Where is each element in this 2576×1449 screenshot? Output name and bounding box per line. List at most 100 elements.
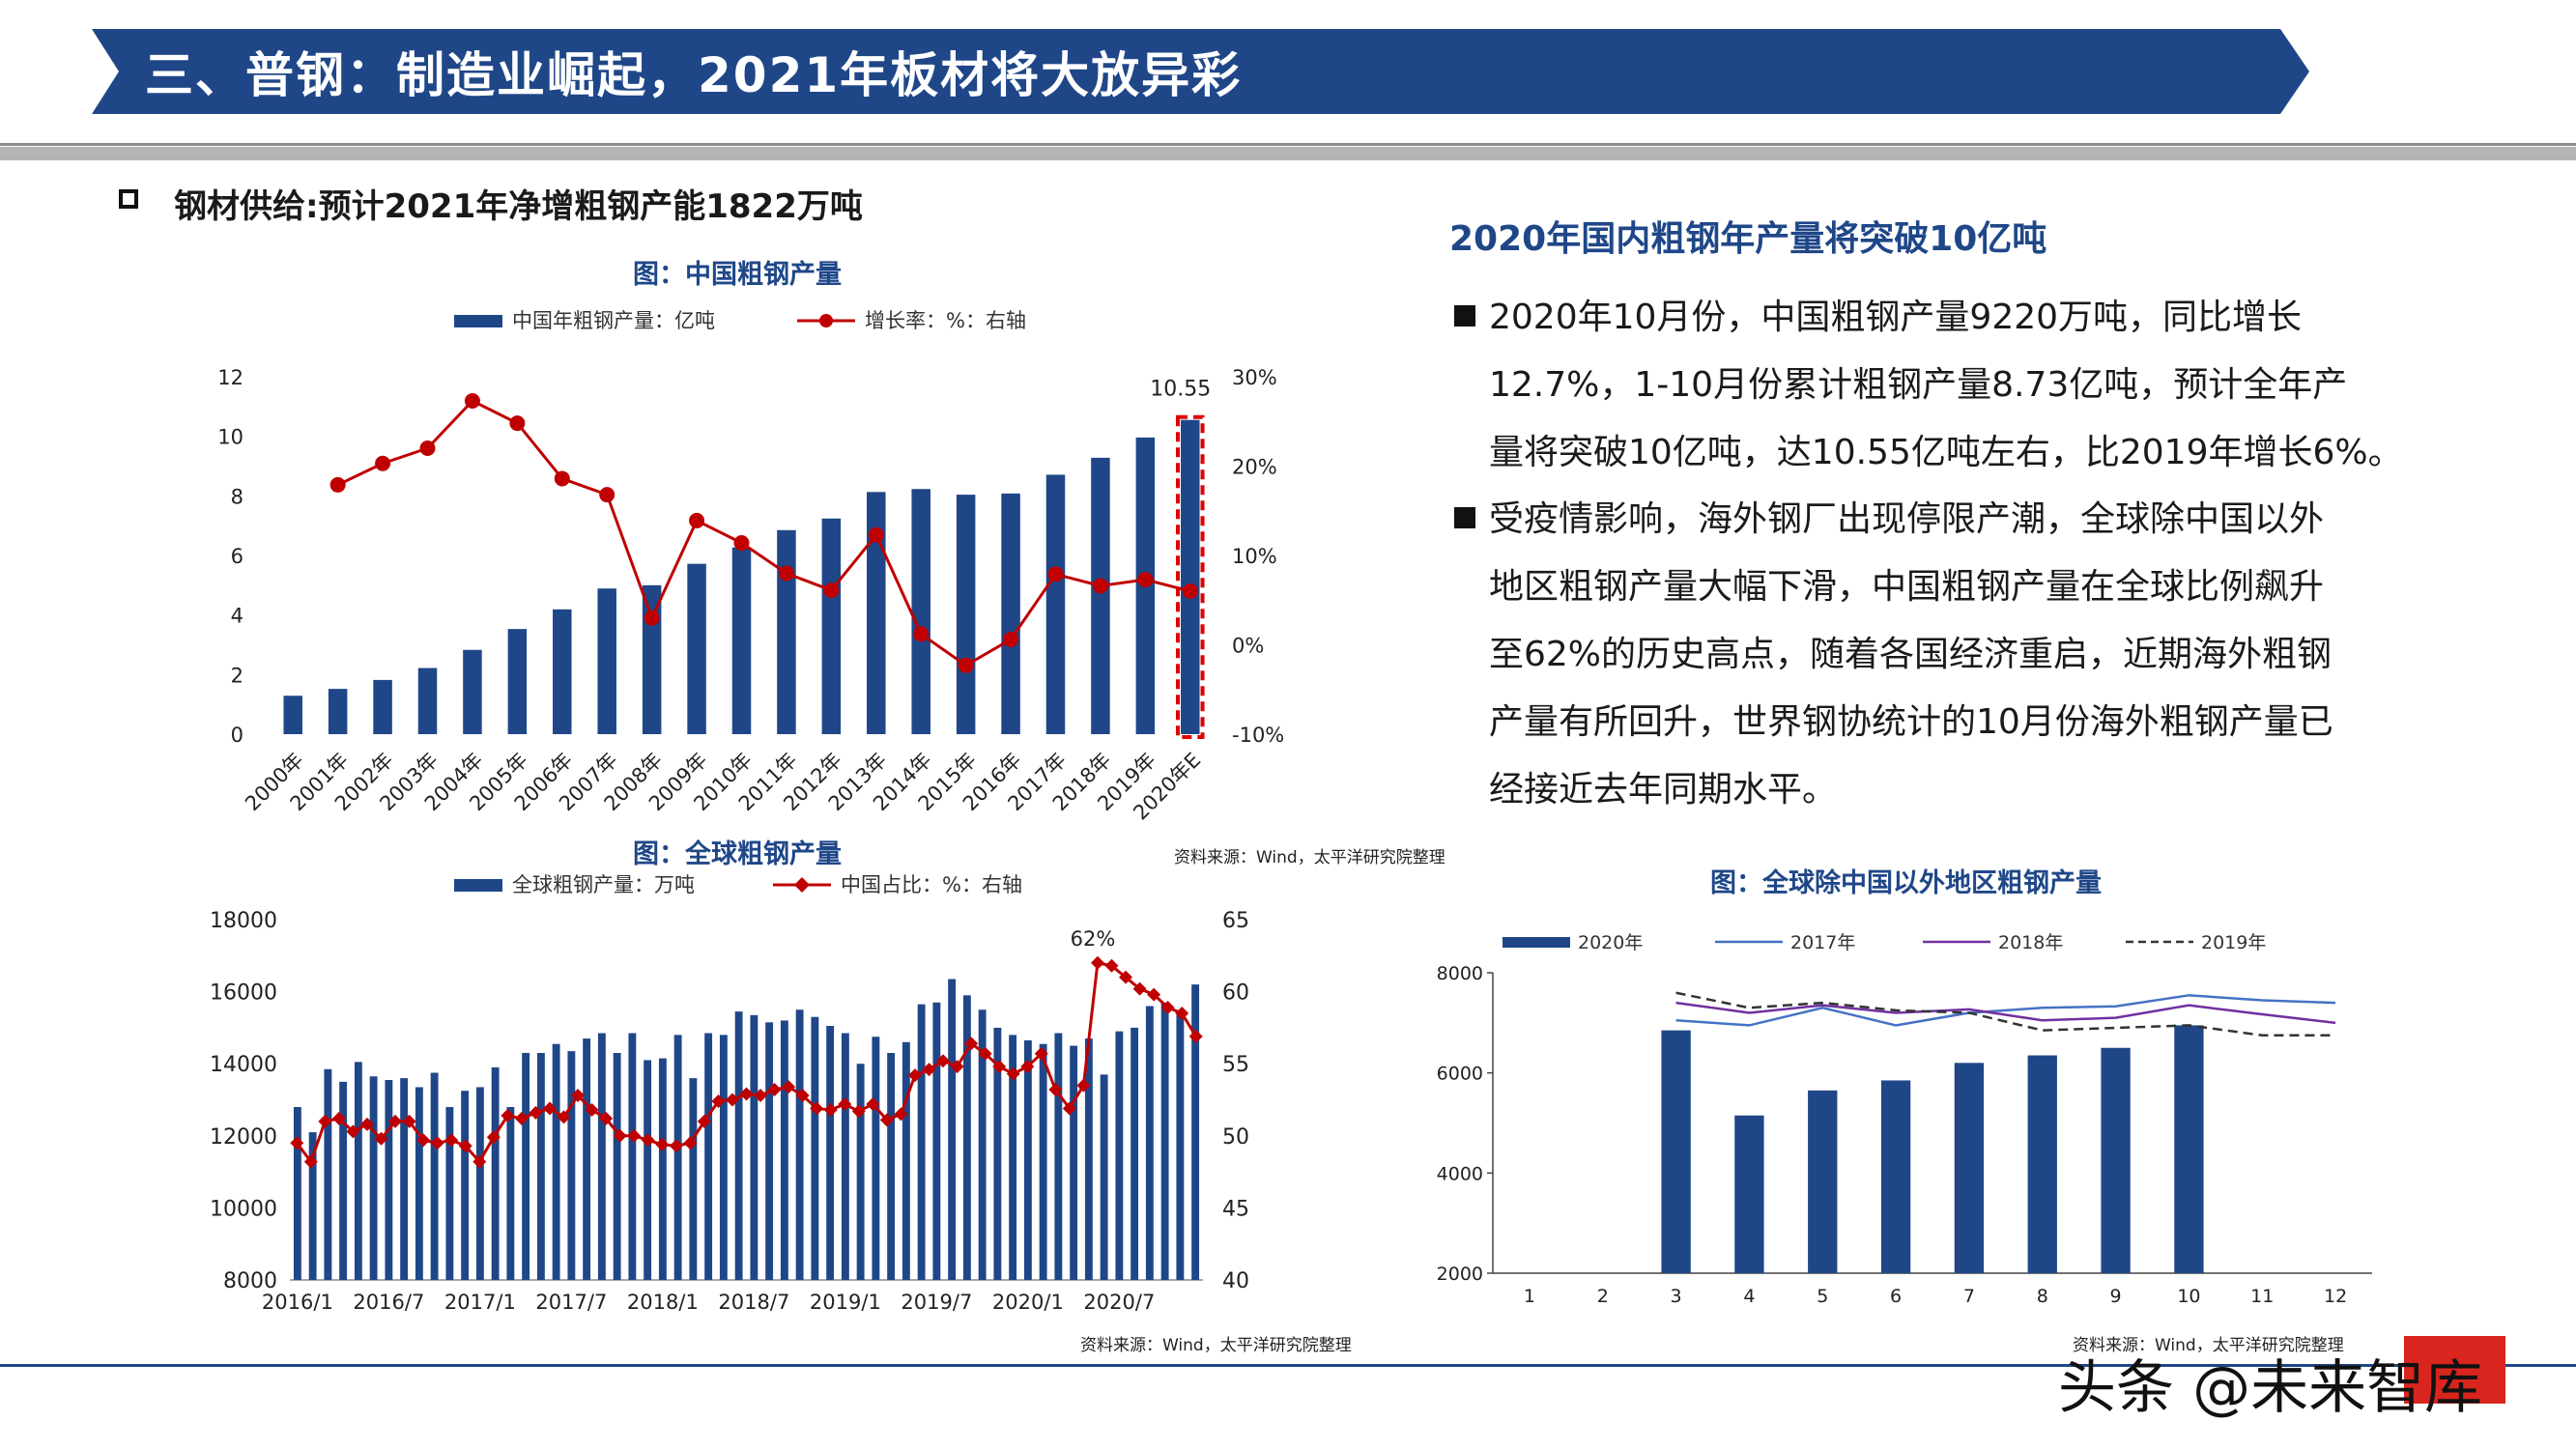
chart2-source: 资料来源：Wind，太平洋研究院整理: [1080, 1336, 1352, 1355]
bar: [293, 1106, 301, 1280]
x-tick: 2018/1: [627, 1291, 699, 1314]
bar: [1191, 984, 1200, 1280]
y-tick-left: 12000: [210, 1125, 277, 1150]
bar: [1001, 493, 1020, 734]
chart1-china-crude-steel: 中国年粗钢产量：亿吨 增长率：%：右轴 0 2 4 6 8 10 12 -10% 0% 10% 20% 3…: [217, 309, 1284, 825]
growth-point: [554, 470, 570, 487]
legend-label: 2020年: [1578, 932, 1643, 953]
y-tick-right: 50: [1222, 1125, 1249, 1150]
share-point: [922, 1063, 936, 1077]
bar: [430, 1072, 439, 1280]
paragraph-2: 受疫情影响，海外钢厂出现停限产潮，全球除中国以外 地区粗钢产量大幅下滑，中国粗钢…: [1454, 486, 2420, 824]
bar: [962, 995, 971, 1280]
bar: [1045, 474, 1066, 734]
share-point: [641, 1133, 655, 1148]
y-tick-left: 16000: [210, 981, 277, 1006]
growth-point: [1003, 631, 1019, 647]
y-tick-right: 0%: [1232, 635, 1264, 658]
y-tick-left: 10: [217, 426, 243, 449]
share-point: [486, 1130, 501, 1145]
chart1-title: 图：中国粗钢产量: [633, 260, 842, 290]
share-point: [754, 1089, 768, 1103]
y-tick-right: -10%: [1232, 724, 1284, 747]
growth-point: [958, 657, 974, 673]
paragraph-2-line: 受疫情影响，海外钢厂出现停限产潮，全球除中国以外: [1489, 499, 2325, 539]
legend-swatch-bar: [454, 315, 502, 327]
bar: [734, 1011, 743, 1280]
bar: [948, 979, 957, 1280]
bar: [628, 1033, 637, 1280]
share-point: [978, 1046, 992, 1061]
share-point: [992, 1060, 1007, 1074]
paragraph-1-line: 2020年10月份，中国粗钢产量9220万吨，同比增长: [1489, 298, 2303, 337]
share-point: [1076, 1078, 1091, 1093]
watermark-box: [2404, 1336, 2505, 1404]
share-point: [458, 1139, 472, 1153]
x-tick: 3: [1671, 1286, 1682, 1307]
share-point: [290, 1136, 304, 1151]
bar: [1039, 1043, 1047, 1280]
share-point: [472, 1154, 487, 1169]
bar: [2174, 1025, 2204, 1273]
square-bullet-icon: [119, 189, 138, 209]
x-tick: 2019/1: [810, 1291, 881, 1314]
bar: [719, 1035, 728, 1280]
bar: [932, 1002, 941, 1280]
bar: [475, 1087, 484, 1280]
growth-point: [1047, 566, 1064, 582]
x-tick: 8: [2037, 1286, 2048, 1307]
share-point: [838, 1096, 852, 1111]
growth-point: [644, 610, 660, 626]
bar: [689, 1078, 698, 1280]
bar: [536, 1053, 545, 1280]
y-tick-left: 18000: [210, 909, 277, 933]
share-point: [542, 1101, 557, 1116]
bar: [765, 1022, 774, 1280]
share-point: [430, 1136, 444, 1151]
growth-point: [1182, 583, 1198, 599]
share-point: [599, 1111, 614, 1125]
paragraph-1-line: 12.7%，1-10月份累计粗钢产量8.73亿吨，预计全年产: [1489, 365, 2348, 405]
bar: [491, 1066, 500, 1280]
bar: [780, 1020, 788, 1280]
share-point: [950, 1060, 964, 1074]
title-banner: [92, 29, 2280, 114]
bar: [583, 1038, 591, 1280]
growth-point: [1137, 571, 1154, 587]
growth-point: [509, 415, 526, 432]
bar: [1954, 1063, 1985, 1273]
bar: [777, 529, 796, 734]
growth-point: [778, 565, 794, 582]
share-point: [585, 1102, 599, 1117]
right-heading: 2020年国内粗钢年产量将突破10亿吨: [1449, 219, 2047, 259]
share-point: [303, 1154, 318, 1169]
legend-swatch-bar: [454, 879, 502, 892]
share-point: [879, 1113, 894, 1127]
series-line: [1675, 994, 2336, 1027]
series-line: [1675, 991, 2336, 1037]
growth-point: [733, 535, 750, 552]
bar: [841, 1033, 849, 1280]
x-tick: 2020/7: [1083, 1291, 1155, 1314]
supply-heading: 钢材供给:预计2021年净增粗钢产能1822万吨: [174, 187, 863, 226]
share-point: [823, 1102, 838, 1117]
share-point: [683, 1136, 698, 1151]
growth-point: [419, 440, 436, 456]
bar: [400, 1078, 409, 1280]
share-point: [331, 1111, 346, 1125]
x-tick: 2016/7: [353, 1291, 424, 1314]
bar: [1880, 1080, 1911, 1273]
share-point: [655, 1137, 670, 1151]
share-point: [795, 1089, 810, 1103]
share-point: [894, 1107, 908, 1122]
y-tick-right: 40: [1222, 1269, 1249, 1293]
bar: [339, 1081, 348, 1280]
paragraph-2-line: 至62%的历史高点，随着各国经济重启，近期海外粗钢: [1489, 635, 2333, 674]
bar: [507, 629, 528, 734]
y-tick-left: 8000: [223, 1269, 277, 1293]
x-tick: 2017/1: [444, 1291, 516, 1314]
share-point: [669, 1139, 683, 1153]
share-point: [501, 1108, 515, 1122]
share-point: [444, 1133, 459, 1148]
bar: [461, 1091, 470, 1280]
